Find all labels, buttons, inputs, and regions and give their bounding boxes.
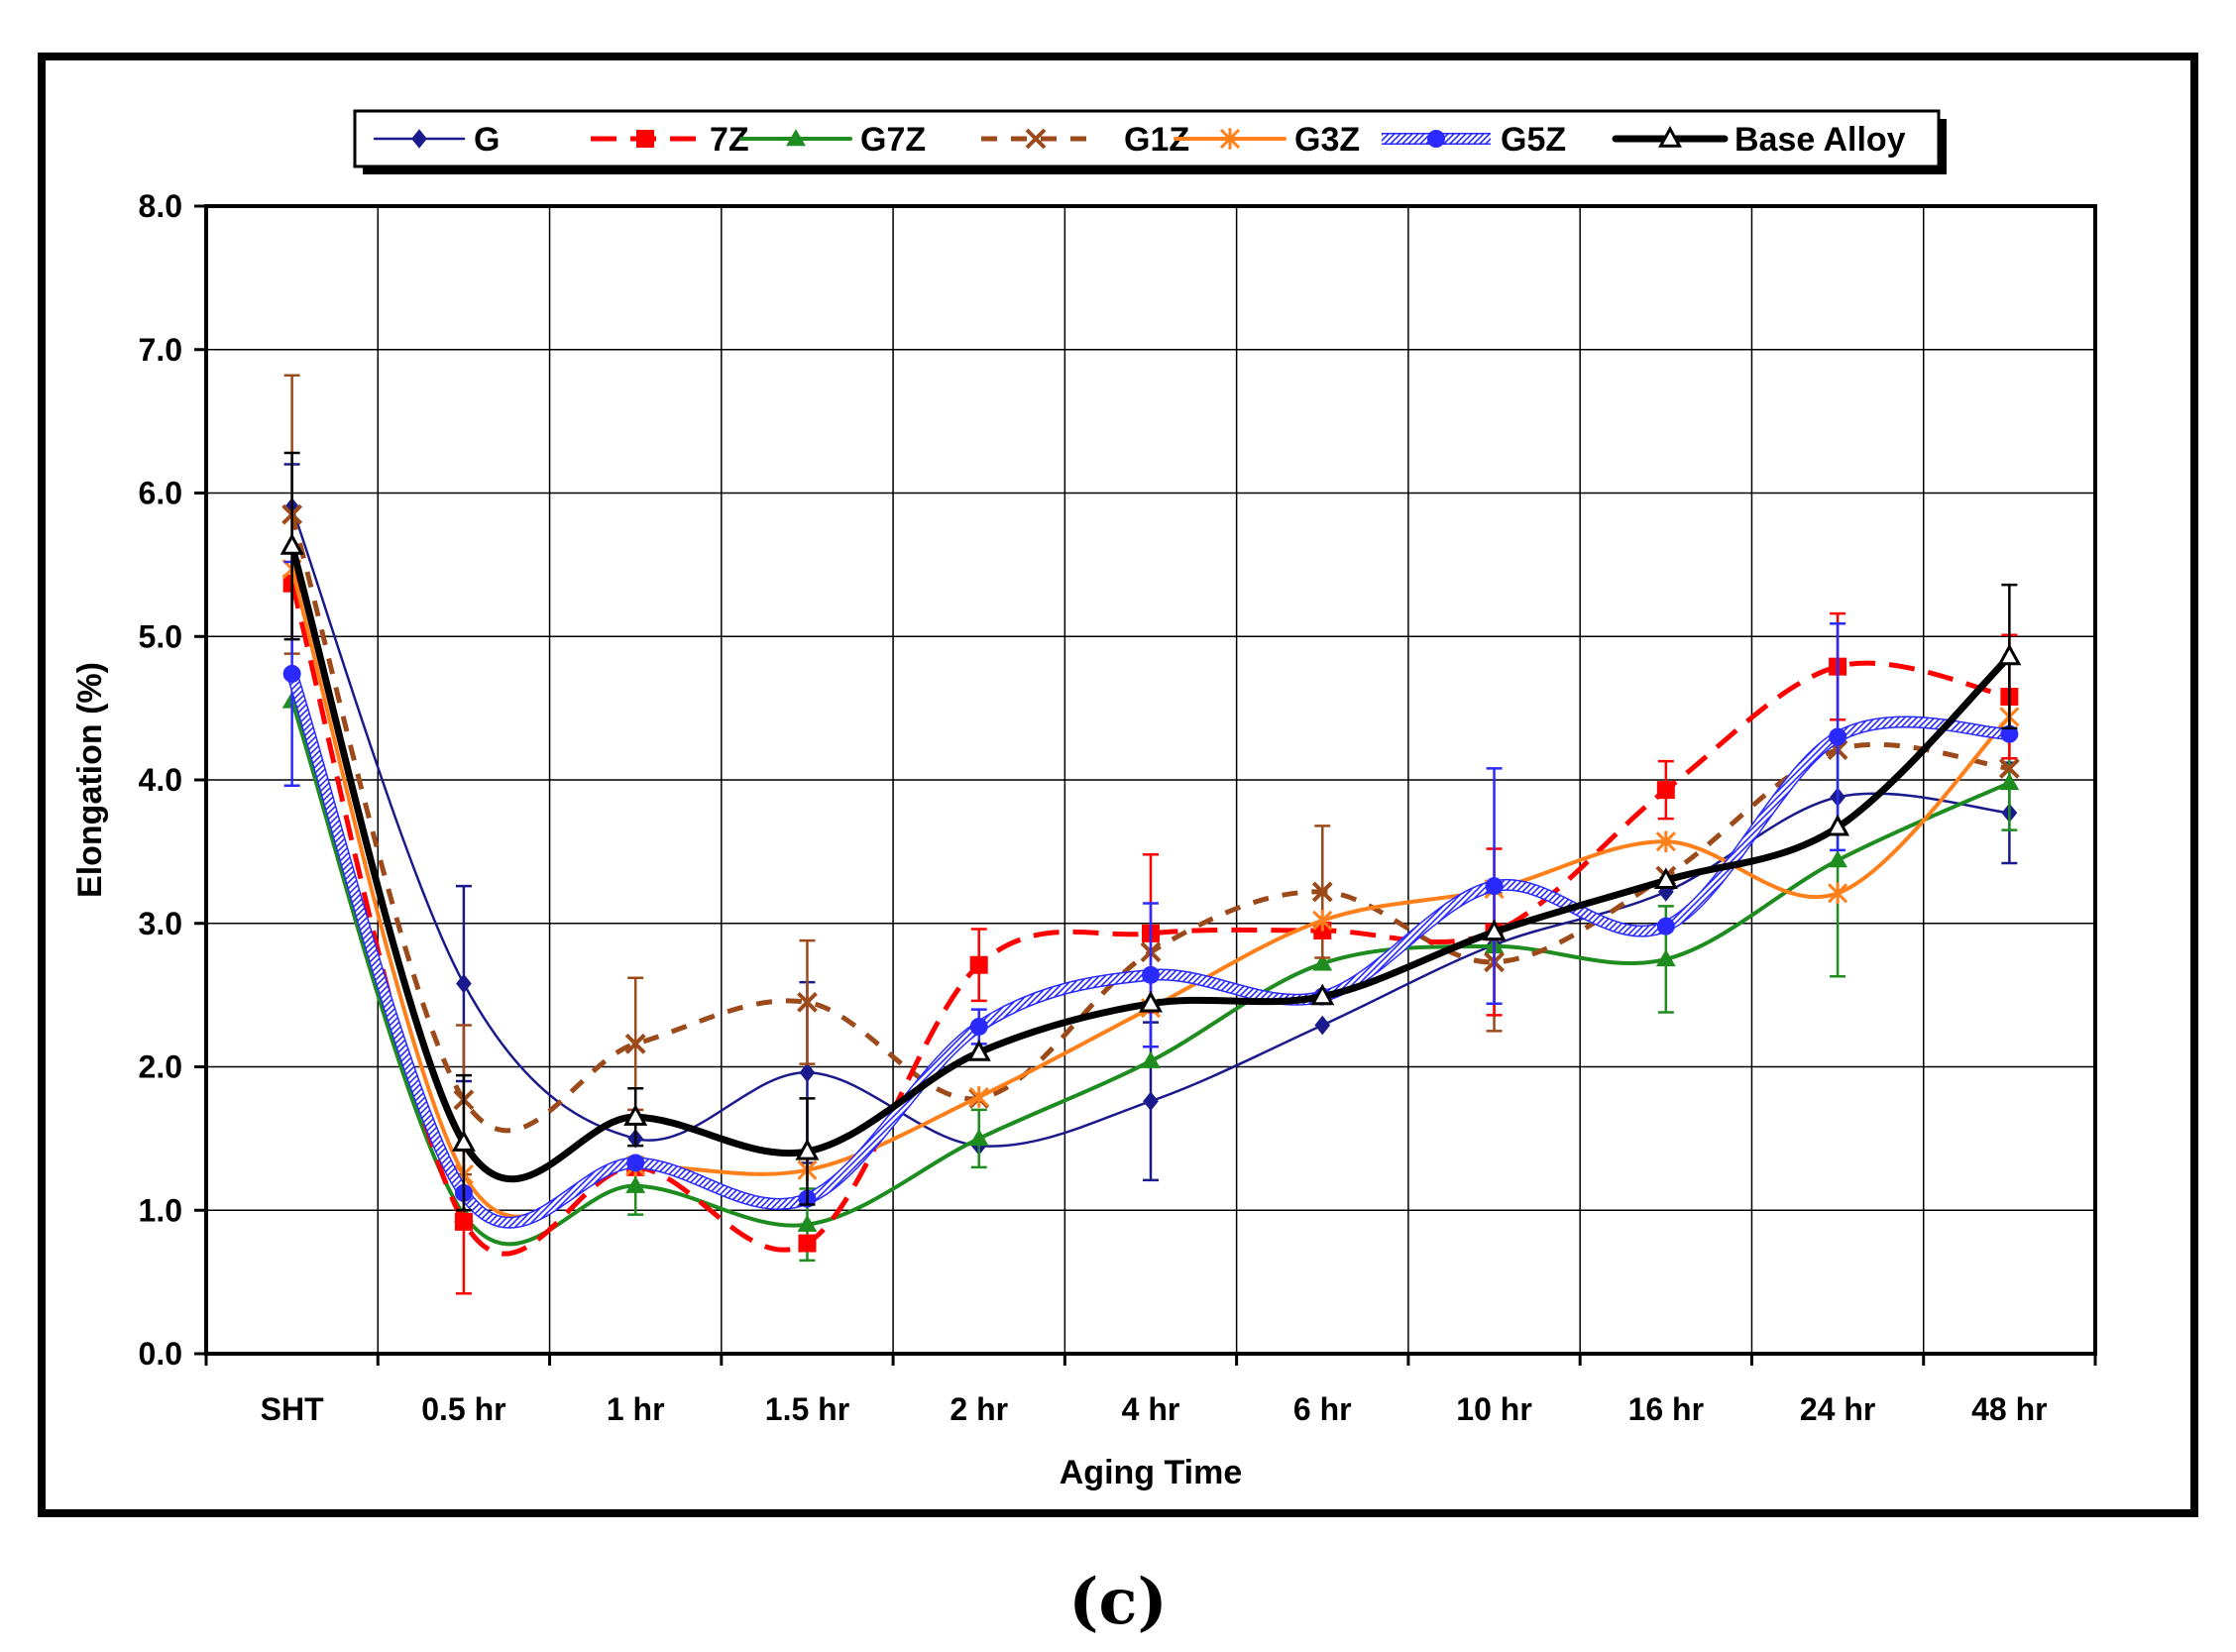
data-point-g1z	[624, 1033, 646, 1054]
data-point-base-alloy	[280, 533, 304, 555]
figure-caption: (c)	[1068, 1565, 1168, 1639]
y-tick-label: 0.0	[139, 1336, 182, 1372]
data-point-g1z	[1311, 881, 1333, 903]
data-point-g1z	[1998, 758, 2020, 779]
data-point-base-alloy	[1826, 814, 1850, 836]
data-point-g5z	[1829, 727, 1847, 746]
legend-marker	[786, 129, 806, 147]
series-line-g7z	[289, 699, 2012, 1247]
y-tick-label: 5.0	[139, 618, 182, 654]
y-tick-label: 6.0	[139, 476, 182, 511]
data-point-g5z	[626, 1154, 645, 1172]
chart-frame	[38, 53, 2198, 1517]
y-axis-title: Elongation (%)	[71, 662, 109, 898]
data-point-7z	[798, 1234, 817, 1253]
series-line-g3z	[289, 567, 2012, 1219]
data-point-g3z	[1828, 882, 1848, 905]
data-point-g5z	[1485, 877, 1504, 896]
legend-label-g7z: G7Z	[860, 121, 926, 159]
legend-entry-g1z: G1Z	[981, 121, 1189, 159]
legend-label-g5z: G5Z	[1501, 121, 1566, 159]
legend-marker	[411, 129, 427, 149]
x-tick-label: 2 hr	[950, 1391, 1008, 1427]
legend-entry-g7z: G7Z	[739, 121, 926, 159]
x-axis-title: Aging Time	[1060, 1454, 1243, 1491]
y-tick-label: 3.0	[139, 906, 182, 941]
data-point-7z	[1656, 781, 1675, 800]
legend-marker	[1427, 130, 1445, 148]
data-point-g7z	[1655, 949, 1676, 967]
y-tick-label: 1.0	[139, 1192, 182, 1228]
data-point-g7z	[1312, 953, 1333, 971]
data-point-base-alloy	[1997, 643, 2022, 666]
data-point-base-alloy	[1139, 990, 1163, 1013]
data-point-g7z	[1999, 772, 2020, 791]
data-point-g	[456, 973, 472, 994]
y-tick-label: 4.0	[139, 762, 182, 798]
x-axis-ticks: SHT 0.5 hr 1 hr 1.5 hr 2 hr 4 hr 6 hr 10 hr 16 h…	[204, 1354, 2097, 1427]
legend-label-g3z: G3Z	[1294, 121, 1360, 159]
data-point-g	[799, 1062, 816, 1083]
series-line-g5z	[287, 669, 2014, 1228]
legend-entry-base-alloy: Base Alloy	[1612, 121, 1906, 159]
data-point-7z	[969, 955, 988, 974]
data-point-g3z	[1312, 910, 1333, 932]
x-tick-label: 48 hr	[1971, 1391, 2047, 1427]
data-point-g5z	[1142, 965, 1160, 984]
data-point-7z	[454, 1212, 473, 1231]
series-g5z	[282, 560, 2019, 1229]
data-point-base-alloy	[1653, 867, 1678, 890]
x-tick-label: 6 hr	[1293, 1391, 1352, 1427]
series-base-alloy	[280, 451, 2022, 1212]
data-point-g5z	[969, 1017, 988, 1036]
legend-entry-g5z: G5Z	[1382, 121, 1566, 159]
legend-marker	[1219, 128, 1241, 150]
data-point-base-alloy	[795, 1138, 820, 1160]
data-point-base-alloy	[1482, 919, 1507, 941]
legend-marker	[1025, 128, 1047, 150]
x-tick-label: 24 hr	[1800, 1391, 1875, 1427]
y-tick-label: 2.0	[139, 1049, 182, 1085]
y-axis-ticks: 0.0 1.0 2.0 3.0 4.0 5.0 6.0 7.0 8.0	[139, 188, 206, 1372]
data-point-g7z	[1141, 1050, 1161, 1068]
x-tick-label: SHT	[261, 1391, 324, 1427]
series-lines	[280, 374, 2022, 1295]
series-7z	[282, 574, 2019, 1295]
x-tick-label: 0.5 hr	[421, 1391, 505, 1427]
data-point-g7z	[625, 1175, 646, 1193]
data-point-g5z	[282, 664, 301, 683]
data-point-g1z	[797, 991, 818, 1013]
series-line-base-alloy	[288, 542, 2013, 1183]
legend-marker	[636, 130, 654, 148]
data-point-base-alloy	[623, 1104, 648, 1126]
legend-entry-g3z: G3Z	[1174, 121, 1360, 159]
x-tick-label: 1.5 hr	[765, 1391, 849, 1427]
legend-marker	[1658, 125, 1682, 148]
legend-entry-g: G	[373, 121, 500, 159]
data-point-g7z	[1828, 850, 1847, 868]
data-point-g3z	[1655, 830, 1676, 853]
data-point-base-alloy	[966, 1040, 991, 1061]
data-point-g	[1143, 1091, 1159, 1112]
legend-label-g: G	[474, 121, 500, 159]
data-point-g3z	[968, 1086, 989, 1108]
x-tick-label: 16 hr	[1628, 1391, 1704, 1427]
data-point-g7z	[968, 1128, 989, 1147]
data-point-g5z	[1656, 917, 1675, 936]
x-tick-label: 4 hr	[1122, 1391, 1180, 1427]
data-point-g	[1314, 1015, 1331, 1036]
legend-entry-7z: 7Z	[591, 121, 749, 159]
grid-lines	[206, 205, 2095, 1355]
x-tick-label: 1 hr	[607, 1391, 665, 1427]
x-tick-label: 10 hr	[1456, 1391, 1531, 1427]
data-point-base-alloy	[451, 1130, 476, 1152]
y-tick-label: 7.0	[139, 332, 182, 368]
y-tick-label: 8.0	[139, 188, 182, 224]
legend-label-base-alloy: Base Alloy	[1734, 121, 1906, 159]
data-point-base-alloy	[1310, 983, 1335, 1006]
data-point-g7z	[797, 1214, 818, 1232]
legend: G 7Z G7Z G1Z G3Z G5Z Base Alloy	[353, 109, 1947, 174]
data-point-g5z	[2000, 724, 2019, 743]
